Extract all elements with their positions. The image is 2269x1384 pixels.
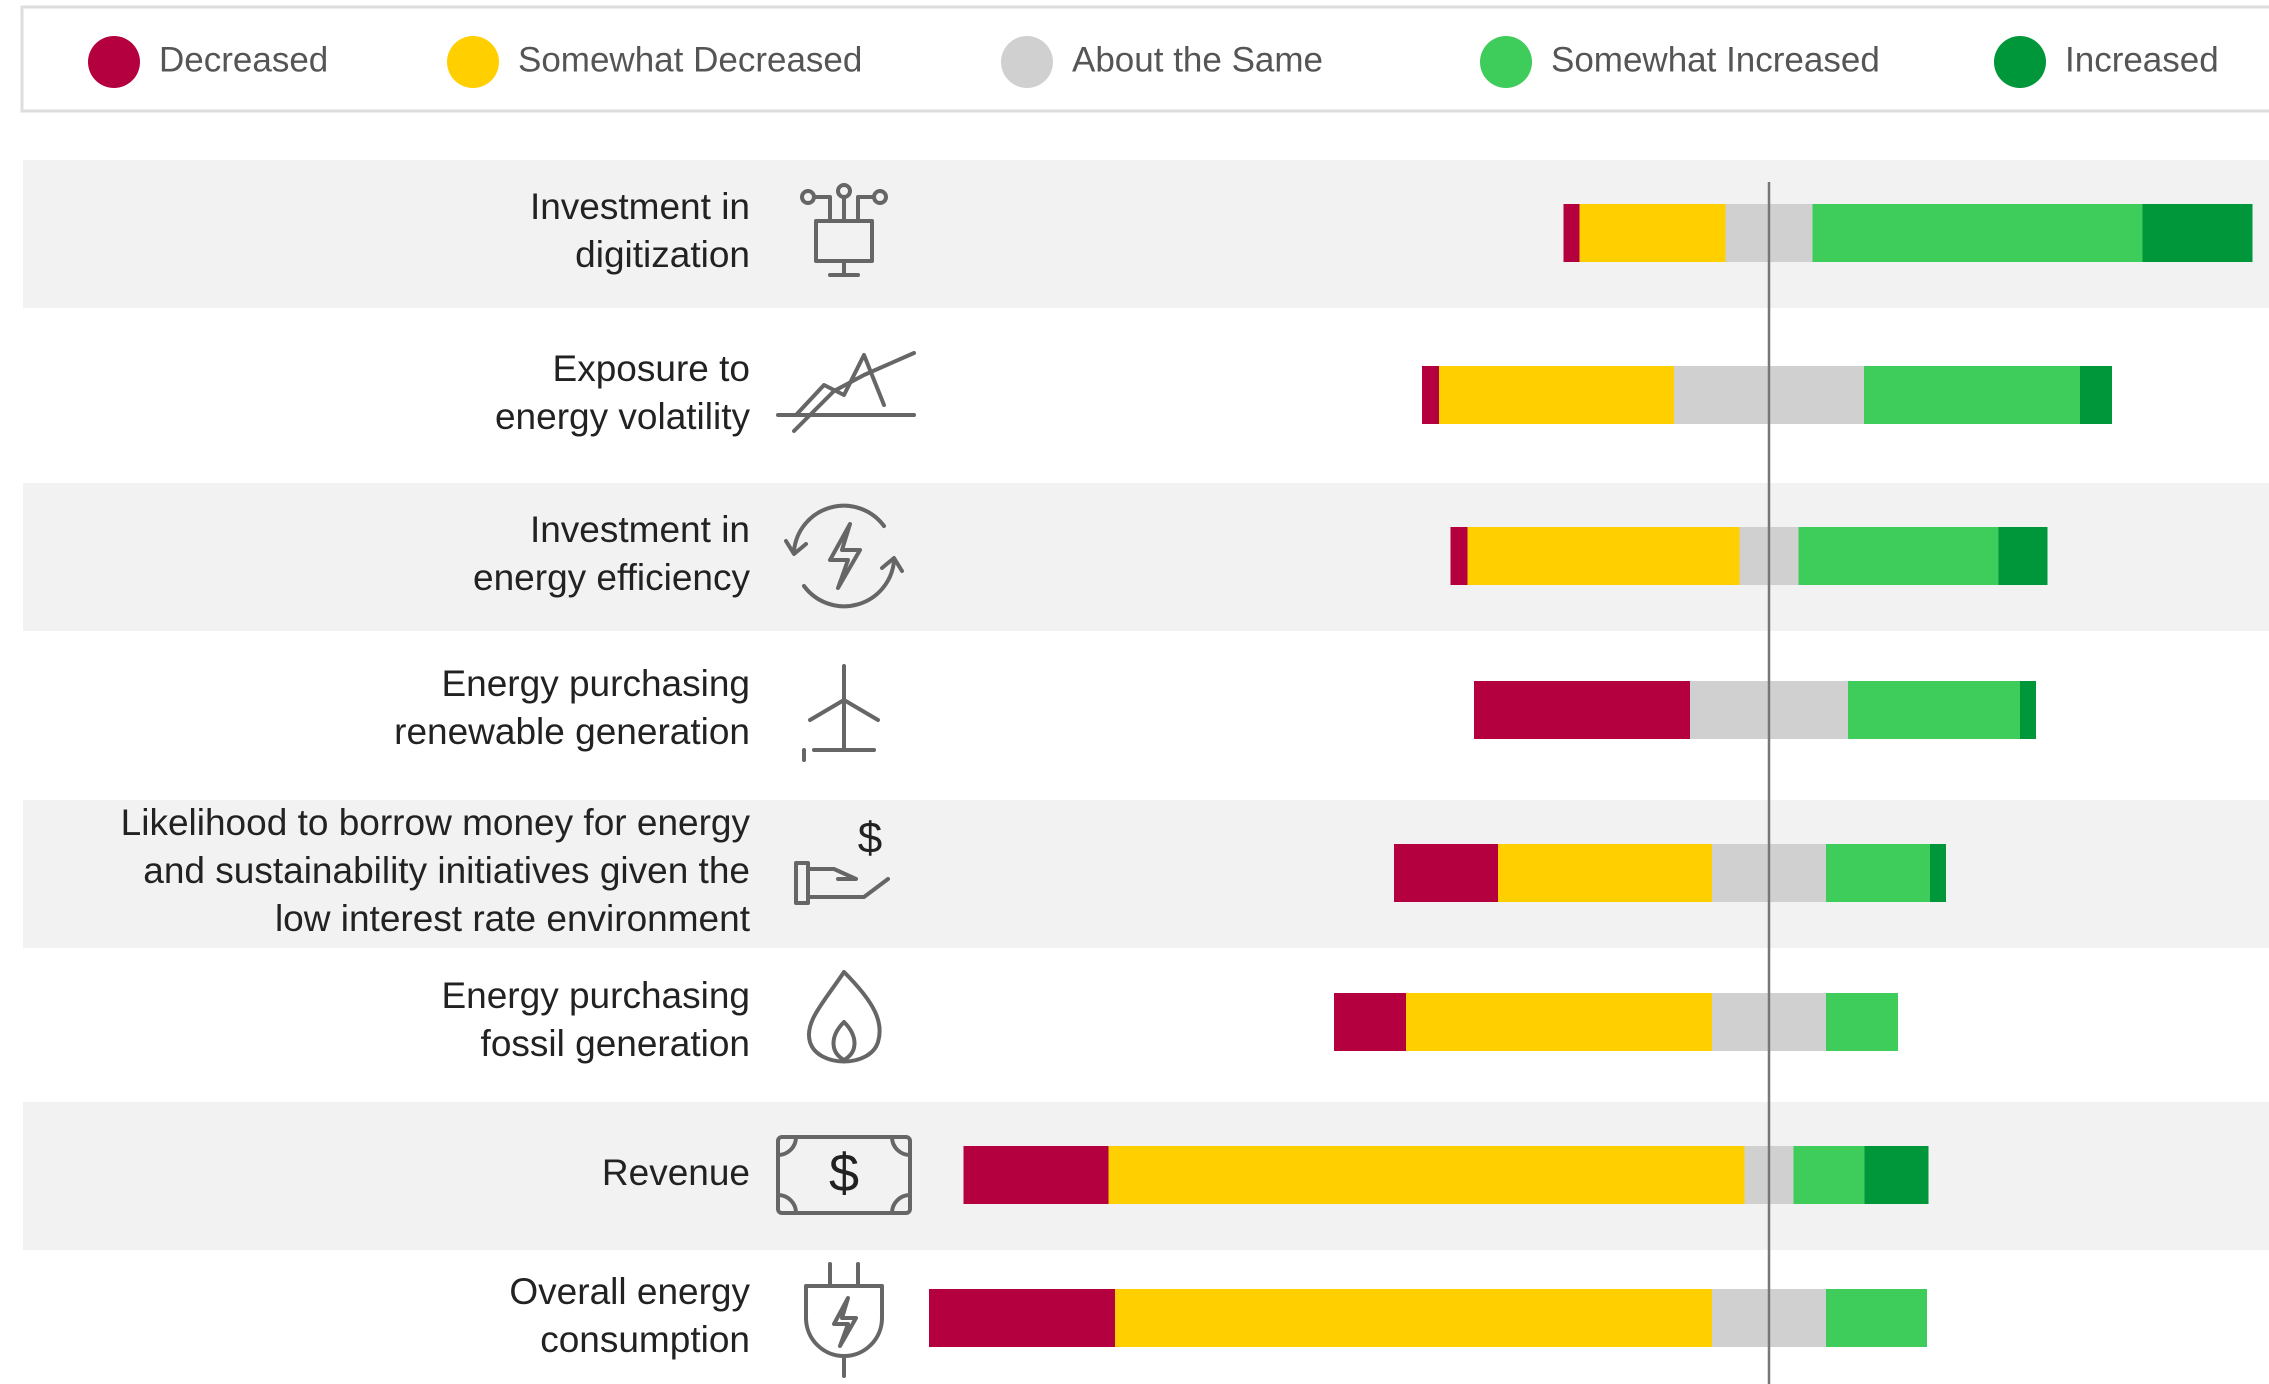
category-label: Likelihood to borrow money for energy and… bbox=[121, 802, 751, 939]
bar-segment bbox=[1474, 681, 1690, 739]
bar-segment bbox=[1793, 1146, 1865, 1204]
legend-swatch bbox=[447, 36, 499, 88]
legend-label: Somewhat Decreased bbox=[518, 40, 862, 79]
category-label: Energy purchasing renewable generation bbox=[394, 663, 750, 752]
bar-segment bbox=[1930, 844, 1946, 902]
icon-efficiency bbox=[784, 503, 904, 609]
category-label-line: Revenue bbox=[602, 1152, 750, 1193]
legend-label: Decreased bbox=[159, 40, 328, 79]
icon-volatility bbox=[776, 351, 916, 433]
bar-segment bbox=[1826, 993, 1898, 1051]
legend-swatch bbox=[1480, 36, 1532, 88]
icon-dollar: $ bbox=[829, 1143, 859, 1203]
category-label-line: Likelihood to borrow money for energy bbox=[121, 802, 751, 843]
category-label-line: Investment in bbox=[530, 509, 750, 550]
category-label: Exposure to energy volatility bbox=[495, 348, 751, 437]
category-label: Energy purchasing fossil generation bbox=[441, 975, 750, 1064]
bar-segment bbox=[1798, 527, 1999, 585]
legend-label: About the Same bbox=[1072, 40, 1323, 79]
legend-swatch bbox=[1994, 36, 2046, 88]
bar-segment bbox=[2080, 366, 2112, 424]
bar-segment bbox=[1826, 1289, 1927, 1347]
bar-segment bbox=[1864, 366, 2080, 424]
category-label-line: low interest rate environment bbox=[275, 898, 751, 939]
bar-segment bbox=[1115, 1289, 1712, 1347]
bar-segment bbox=[1394, 844, 1498, 902]
bar-segment bbox=[1450, 527, 1468, 585]
bar-segment bbox=[1563, 204, 1580, 262]
icon-borrow: $ bbox=[794, 814, 890, 905]
bar-segment bbox=[2020, 681, 2036, 739]
category-label-line: energy volatility bbox=[495, 396, 751, 437]
category-label-line: energy efficiency bbox=[473, 557, 750, 598]
category-label-line: digitization bbox=[575, 234, 750, 275]
legend-swatch bbox=[88, 36, 140, 88]
bar-segment bbox=[1406, 993, 1712, 1051]
bar-segment bbox=[1108, 1146, 1745, 1204]
bar-segment bbox=[1812, 204, 2143, 262]
category-label-line: Overall energy bbox=[509, 1271, 750, 1312]
bar-segment bbox=[1439, 366, 1674, 424]
category-label: Overall energy consumption bbox=[509, 1271, 750, 1360]
bar-segment bbox=[929, 1289, 1115, 1347]
bar-segment bbox=[1826, 844, 1930, 902]
icon-dollar: $ bbox=[858, 814, 882, 863]
bar-segment bbox=[963, 1146, 1109, 1204]
bar-segment bbox=[1422, 366, 1439, 424]
category-label: Investment in energy efficiency bbox=[473, 509, 750, 598]
icon-digitization bbox=[800, 183, 888, 277]
legend-label: Somewhat Increased bbox=[1551, 40, 1880, 79]
category-label: Revenue bbox=[602, 1152, 750, 1193]
category-label-line: and sustainability initiatives given the bbox=[143, 850, 750, 891]
bar-segment bbox=[1498, 844, 1712, 902]
category-label-line: consumption bbox=[540, 1319, 750, 1360]
bar-segment bbox=[1467, 527, 1740, 585]
icons: $ $ bbox=[776, 183, 916, 1378]
bar-segment bbox=[1848, 681, 2020, 739]
bar-segment bbox=[1579, 204, 1726, 262]
bar-segment bbox=[2142, 204, 2253, 262]
icon-revenue: $ bbox=[776, 1135, 912, 1215]
category-label-line: Exposure to bbox=[553, 348, 750, 389]
legend-box bbox=[20, 5, 2269, 113]
bar-segment bbox=[1998, 527, 2048, 585]
category-label-line: Energy purchasing bbox=[441, 663, 750, 704]
icon-plug bbox=[804, 1262, 884, 1378]
category-label-line: renewable generation bbox=[394, 711, 750, 752]
category-label-line: fossil generation bbox=[481, 1023, 750, 1064]
category-label-line: Investment in bbox=[530, 186, 750, 227]
icon-flame bbox=[806, 970, 882, 1064]
legend-swatch bbox=[1001, 36, 1053, 88]
bar-segment bbox=[1864, 1146, 1929, 1204]
icon-wind bbox=[802, 664, 880, 762]
category-label-line: Energy purchasing bbox=[441, 975, 750, 1016]
category-label: Investment in digitization bbox=[530, 186, 750, 275]
legend-label: Increased bbox=[2065, 40, 2219, 79]
bar-segment bbox=[1334, 993, 1406, 1051]
